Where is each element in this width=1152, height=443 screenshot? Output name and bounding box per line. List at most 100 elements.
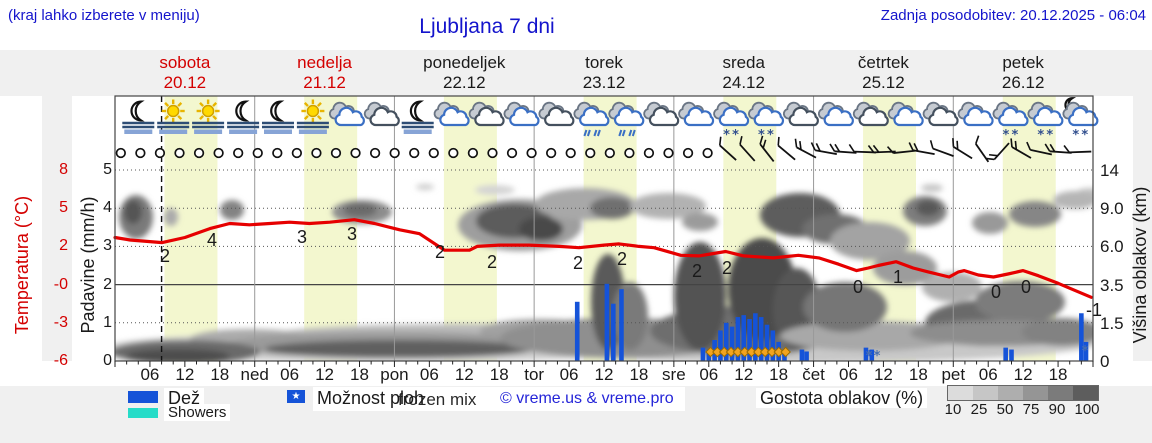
svg-text:*: * — [1037, 128, 1044, 143]
day-name-torek: torek — [585, 53, 623, 72]
cloud-height-tick: 6.0 — [1100, 237, 1124, 257]
time-label: 12 — [454, 365, 474, 384]
svg-text:*: * — [1082, 344, 1089, 359]
temp-tick: -0 — [53, 275, 68, 293]
time-label: 12 — [315, 365, 335, 384]
moon-fog-icon — [227, 100, 260, 134]
wind-barb-icon — [985, 142, 1010, 161]
wind-barb-icon — [829, 143, 857, 154]
day-name-sreda: sreda — [722, 53, 765, 72]
temp-value-label: 3 — [296, 227, 308, 247]
legend-shower-chance-label: Možnost ploh — [317, 388, 425, 408]
temp-value-label: 2 — [434, 242, 446, 262]
copyright-link[interactable]: © vreme.us & vreme.pro — [500, 390, 674, 407]
svg-text:*: * — [1012, 128, 1019, 143]
time-label: 18 — [210, 365, 230, 384]
calm-wind-icon — [291, 147, 303, 159]
cloud-density-label: Gostota oblakov (%) — [756, 388, 928, 408]
sun-fog-icon — [157, 99, 190, 134]
cloud-b-icon — [433, 101, 470, 127]
calm-wind-icon — [135, 147, 146, 159]
time-label: 06 — [140, 365, 160, 384]
wind-barb-icon — [908, 142, 935, 155]
cloud-b-icon — [503, 101, 540, 127]
cloud-density-layer — [115, 184, 1093, 361]
cloud-axis-title: Višina oblakov (km) — [1130, 186, 1150, 344]
cloud-d-icon — [922, 101, 959, 127]
calm-wind-icon — [682, 147, 694, 159]
time-label: 18 — [489, 365, 509, 384]
time-label: 18 — [908, 365, 928, 384]
wind-barb-icon — [886, 146, 916, 154]
calm-wind-icon — [506, 147, 518, 159]
day-abbrev: pet — [941, 365, 966, 384]
calm-wind-icon — [330, 147, 342, 159]
temp-value-label: 0 — [990, 282, 1002, 302]
day-abbrev: pon — [380, 365, 409, 384]
time-label: 18 — [629, 365, 649, 384]
day-date: 21.12 — [303, 73, 346, 92]
wind-barb-icon — [739, 135, 756, 162]
cloud-d-icon — [363, 101, 400, 127]
svg-text:*: * — [758, 128, 765, 143]
time-label: 18 — [769, 365, 789, 384]
density-scale-segment — [998, 386, 1023, 400]
calm-wind-icon — [585, 147, 596, 159]
wind-symbols-row — [115, 135, 1092, 163]
precip-tick: 1 — [103, 313, 112, 331]
location-hint: (kraj lahko izberete v meniju) — [8, 7, 200, 24]
time-label: 12 — [175, 365, 195, 384]
time-label: 06 — [839, 365, 858, 384]
time-label: 12 — [594, 365, 614, 384]
density-scale-segment — [1073, 386, 1098, 400]
time-label: 12 — [1013, 365, 1033, 384]
time-label: 06 — [280, 365, 300, 384]
shower-chance-star-icon: ★ — [287, 390, 305, 403]
cloud-b-icon — [678, 101, 715, 127]
legend-frozen-mix-label: frozen mix — [398, 390, 477, 409]
density-scale-segment — [948, 386, 973, 400]
svg-text:*: * — [767, 128, 774, 143]
day-date: 25.12 — [862, 73, 905, 92]
density-scale-segment — [1023, 386, 1048, 400]
moon-fog-icon — [401, 100, 434, 134]
precip-tick: 0 — [103, 352, 112, 369]
precip-tick: 2 — [103, 275, 112, 293]
temp-value-label: 2 — [572, 253, 584, 273]
time-label: 12 — [873, 365, 893, 384]
calm-wind-icon — [369, 147, 381, 159]
day-abbrev: čet — [802, 365, 825, 384]
wind-barb-icon — [1063, 145, 1092, 154]
day-abbrev: sre — [662, 365, 686, 384]
legend-middle-bg — [313, 387, 685, 411]
precip-tick: 5 — [103, 161, 112, 178]
wind-barb-icon — [1010, 138, 1032, 159]
temp-value-label: 2 — [721, 258, 733, 278]
density-scale-value: 90 — [1048, 401, 1066, 418]
cloud-d-icon — [538, 101, 575, 127]
calm-wind-icon — [643, 147, 655, 159]
calm-wind-icon — [174, 147, 185, 159]
left-ticks-band — [42, 96, 72, 361]
calm-wind-icon — [350, 147, 361, 159]
calm-wind-icon — [467, 147, 479, 159]
temp-tick: 2 — [59, 237, 68, 255]
wind-barb-icon — [1044, 143, 1072, 154]
density-scale-value: 100 — [1074, 401, 1100, 418]
day-date: 24.12 — [722, 73, 765, 92]
wind-barb-icon — [794, 138, 817, 159]
rain-swatch — [128, 391, 158, 403]
cloud-b-icon — [887, 101, 924, 127]
precip-tick: 3 — [103, 237, 112, 255]
page-title: Ljubljana 7 dni — [419, 15, 555, 38]
day-date: 26.12 — [1001, 73, 1045, 92]
calm-wind-icon — [604, 147, 615, 159]
day-abbrev: tor — [524, 365, 545, 384]
svg-text:*: * — [1081, 128, 1088, 143]
time-label: 06 — [978, 365, 998, 384]
wind-barb-icon — [777, 136, 796, 161]
time-label: 06 — [699, 365, 719, 384]
time-ticks — [114, 361, 1094, 367]
precip-axis-title: Padavine (mm/h) — [78, 196, 98, 334]
